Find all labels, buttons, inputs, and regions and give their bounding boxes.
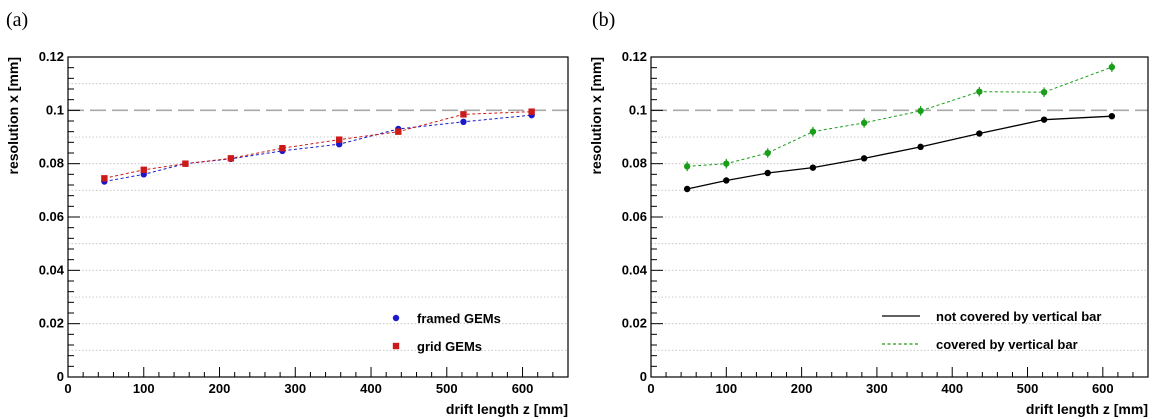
data-point: [917, 107, 924, 115]
data-point: [336, 136, 343, 143]
data-point: [101, 175, 108, 182]
data-point: [809, 128, 817, 135]
y-tick-label: 0.08: [622, 156, 647, 171]
x-tick-label: 600: [1092, 381, 1114, 396]
x-tick-label: 500: [436, 381, 458, 396]
legend-a: framed GEMs grid GEMs: [392, 311, 501, 354]
data-point: [460, 118, 467, 126]
series-not-covered-by-vertical-bar: [683, 113, 1116, 193]
x-axis-title-b: drift length z [mm]: [1026, 401, 1148, 417]
x-tick-label: 100: [133, 381, 155, 396]
y-axis-title-b: resolution x [mm]: [588, 57, 604, 174]
y-tick-label: 0.08: [39, 156, 64, 171]
data-point: [460, 111, 467, 118]
x-tick-label: 300: [866, 381, 888, 396]
legend-label-framed-gems: framed GEMs: [417, 311, 501, 326]
y-tick-label: 0.12: [622, 49, 647, 64]
x-tick-label: 0: [647, 381, 654, 396]
x-tick-label: 400: [941, 381, 963, 396]
x-tick-label: 500: [1017, 381, 1039, 396]
data-point: [279, 145, 286, 152]
data-point: [917, 143, 924, 151]
data-point: [976, 88, 983, 95]
legend-swatch: [392, 314, 400, 322]
y-tick-label: 0.02: [622, 316, 647, 331]
y-tick-label: 0.1: [629, 102, 647, 117]
panel-label-a: (a): [6, 9, 28, 31]
y-tick-label: 0.1: [46, 102, 64, 117]
series-framed-gems: [101, 111, 535, 185]
x-tick-label: 400: [360, 381, 382, 396]
legend-label-not-covered: not covered by vertical bar: [936, 309, 1101, 324]
data-point: [809, 164, 817, 171]
legend-swatch: [392, 342, 400, 350]
data-point: [683, 185, 691, 193]
chart-panel-b: (b) 0 0.02 0.04 0.06 0.08 0.1 0.12 0 100 200 300 40…: [588, 9, 1149, 417]
series-grid-gems: [101, 108, 535, 182]
x-tick-label: 0: [64, 381, 71, 396]
y-tick-label: 0.02: [39, 316, 64, 331]
y-axis-title-a: resolution x [mm]: [5, 57, 21, 174]
x-tick-label: 200: [209, 381, 231, 396]
data-point: [860, 119, 868, 127]
data-point: [140, 166, 147, 173]
x-axis-title-a: drift length z [mm]: [446, 401, 568, 417]
data-point: [683, 163, 691, 170]
legend-label-grid-gems: grid GEMs: [417, 339, 482, 354]
y-tick-label: 0.12: [39, 49, 64, 64]
data-point: [764, 169, 771, 177]
panel-label-b: (b): [592, 9, 615, 31]
data-point: [723, 160, 730, 167]
data-point: [860, 155, 868, 162]
y-tick-label: 0.04: [39, 262, 65, 277]
y-tick-label: 0: [57, 369, 64, 384]
series-line: [687, 115, 1112, 190]
legend-b: not covered by vertical bar covered by v…: [882, 309, 1101, 352]
x-tick-label: 300: [284, 381, 306, 396]
data-point: [395, 128, 402, 135]
data-point: [764, 149, 771, 157]
data-point: [1040, 116, 1048, 123]
x-tick-label: 100: [715, 381, 737, 396]
data-point: [723, 177, 730, 184]
chart-panel-a: (a) 0 0.02 0.04 0.06 0.08 0.1 0.12 0 100 200 300 40…: [5, 9, 569, 417]
x-tick-label: 200: [791, 381, 813, 396]
data-point: [1108, 63, 1116, 71]
data-point: [1108, 113, 1116, 120]
y-tick-label: 0.06: [622, 209, 647, 224]
y-tick-label: 0.04: [622, 262, 648, 277]
data-point: [976, 130, 983, 137]
legend-label-covered: covered by vertical bar: [936, 337, 1078, 352]
series-line: [104, 114, 532, 183]
data-point: [1040, 89, 1048, 96]
x-tick-label: 600: [512, 381, 534, 396]
data-point: [182, 160, 189, 167]
data-point: [528, 108, 535, 115]
data-point: [227, 155, 235, 162]
series-line: [104, 111, 532, 179]
y-tick-label: 0: [640, 369, 647, 384]
y-tick-label: 0.06: [39, 209, 64, 224]
series-covered-by-vertical-bar: [683, 62, 1116, 172]
